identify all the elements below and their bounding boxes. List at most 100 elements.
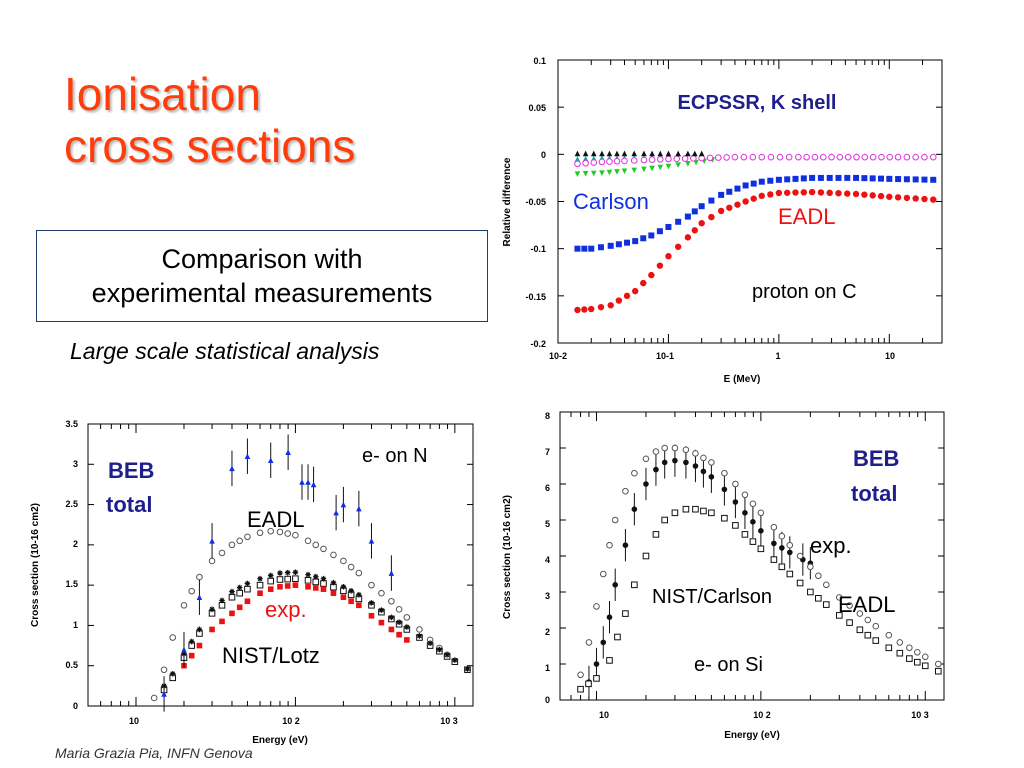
data-point	[590, 170, 597, 177]
data-point	[787, 549, 793, 556]
data-point	[673, 155, 681, 163]
data-point	[621, 150, 628, 157]
data-point	[708, 459, 715, 466]
footer-credit: Maria Grazia Pia, INFN Genova	[55, 745, 253, 761]
series-label-exp: exp.	[810, 533, 852, 558]
data-point	[700, 507, 707, 515]
data-point	[464, 666, 471, 674]
data-point	[861, 153, 869, 161]
data-point	[209, 626, 215, 633]
data-point	[770, 556, 778, 563]
series-0	[586, 444, 814, 699]
data-point	[652, 448, 660, 455]
data-point	[822, 601, 830, 608]
data-point	[672, 457, 678, 464]
data-point	[267, 527, 275, 535]
data-point	[582, 155, 589, 162]
data-point	[218, 601, 226, 609]
data-point	[792, 175, 799, 182]
data-point	[607, 302, 614, 309]
data-point	[426, 636, 434, 644]
data-point	[741, 491, 749, 499]
data-point	[653, 466, 659, 473]
data-point	[861, 175, 868, 182]
data-point	[749, 500, 757, 508]
data-point	[606, 614, 613, 620]
x-axis-title: E (MeV)	[724, 374, 761, 385]
data-point	[631, 155, 638, 161]
data-point	[862, 153, 868, 160]
data-point	[464, 666, 471, 672]
data-point	[640, 279, 647, 287]
data-point	[700, 454, 707, 462]
data-point	[691, 208, 698, 215]
y-tick-label: 1	[545, 663, 550, 673]
data-point	[708, 197, 715, 204]
data-point	[209, 538, 215, 544]
data-point	[661, 516, 668, 524]
series-label-nist-lotz: NIST/Lotz	[222, 643, 320, 668]
data-point	[674, 243, 682, 250]
data-point	[895, 153, 901, 160]
data-point	[701, 158, 708, 165]
data-point	[779, 545, 785, 551]
data-point	[811, 153, 819, 161]
data-point	[582, 171, 589, 177]
data-point	[640, 156, 648, 164]
data-point	[665, 253, 672, 260]
y-axis-title: Cross section (10-16 cm2)	[30, 503, 41, 627]
data-point	[665, 223, 672, 230]
data-point	[416, 634, 423, 641]
data-point	[150, 694, 158, 702]
data-point	[305, 583, 311, 590]
data-point	[229, 465, 235, 472]
data-point	[452, 657, 458, 663]
data-point	[726, 204, 733, 211]
data-point	[622, 610, 629, 617]
data-point	[785, 153, 793, 161]
data-point	[218, 549, 226, 557]
data-point	[690, 155, 697, 162]
data-point	[707, 154, 713, 160]
y-tick-label: 0.1	[533, 56, 546, 66]
data-point	[921, 153, 928, 160]
data-point	[586, 679, 592, 685]
data-point	[348, 598, 354, 605]
data-point	[921, 662, 929, 670]
data-point	[828, 153, 835, 161]
data-point	[320, 575, 327, 582]
legend-total: total	[851, 481, 897, 506]
data-point	[914, 658, 921, 666]
data-point	[395, 620, 403, 628]
data-point	[585, 639, 593, 646]
data-point	[388, 570, 395, 576]
data-point	[416, 626, 423, 633]
data-point	[631, 287, 639, 295]
y-tick-label: 1	[73, 620, 78, 630]
data-point	[856, 626, 864, 634]
data-point	[817, 174, 824, 181]
comparison-line-2: experimental measurements	[91, 278, 433, 308]
data-point	[749, 538, 757, 545]
data-point	[209, 606, 215, 613]
data-point	[606, 169, 613, 176]
data-point	[684, 234, 692, 241]
data-point	[427, 640, 433, 646]
y-tick-label: 4	[545, 555, 550, 565]
data-point	[388, 614, 395, 621]
x-axis-title: Energy (eV)	[252, 735, 308, 746]
data-point	[464, 666, 471, 674]
x-axis-title: Energy (eV)	[724, 730, 780, 741]
series-2	[577, 505, 942, 693]
data-point	[588, 305, 595, 313]
data-point	[340, 583, 347, 590]
data-point	[333, 509, 339, 516]
data-point	[590, 150, 597, 157]
data-point	[856, 610, 864, 617]
data-point	[622, 487, 629, 495]
data-point	[574, 245, 581, 252]
data-point	[621, 168, 628, 175]
data-point	[340, 501, 347, 508]
series-1	[160, 575, 471, 694]
data-point	[404, 637, 410, 643]
